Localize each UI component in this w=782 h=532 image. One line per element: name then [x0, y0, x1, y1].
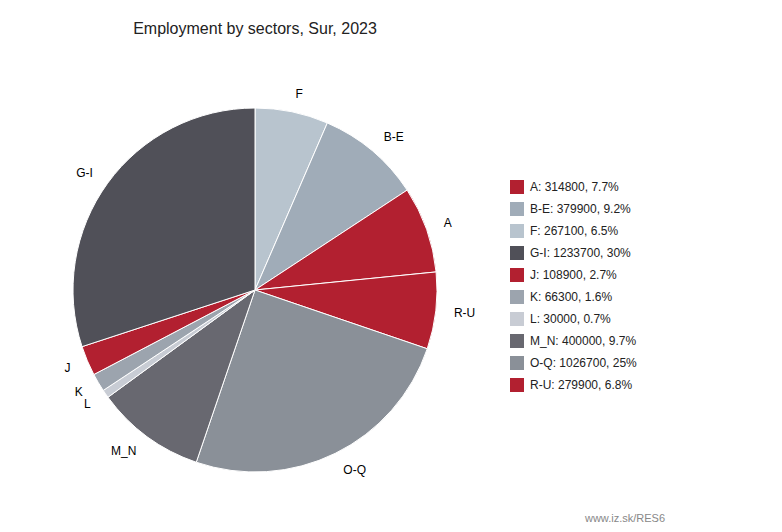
legend-item: A: 314800, 7.7% [510, 180, 619, 194]
legend-item: B-E: 379900, 9.2% [510, 202, 631, 216]
legend-swatch [510, 268, 524, 282]
legend-label: L: 30000, 0.7% [530, 312, 611, 326]
legend: A: 314800, 7.7% B-E: 379900, 9.2% F: 26710… [510, 180, 637, 392]
legend-label: R-U: 279900, 6.8% [530, 378, 632, 392]
legend-swatch [510, 224, 524, 238]
legend-label: A: 314800, 7.7% [530, 180, 619, 194]
legend-item: F: 267100, 6.5% [510, 224, 618, 238]
legend-label: M_N: 400000, 9.7% [530, 334, 636, 348]
legend-item: M_N: 400000, 9.7% [510, 334, 636, 348]
legend-label: K: 66300, 1.6% [530, 290, 612, 304]
legend-label: G-I: 1233700, 30% [530, 246, 631, 260]
slice-label: J [65, 361, 71, 375]
slice-labels: F B-E A R-U O-Q M_N LKJ G-I [65, 87, 476, 477]
slice-label: K [75, 385, 83, 399]
slice [73, 108, 255, 347]
slice-label: M_N [111, 444, 136, 458]
title: Employment by sectors, Sur, 2023 [133, 20, 377, 37]
legend-swatch [510, 378, 524, 392]
legend-item: K: 66300, 1.6% [510, 290, 612, 304]
slice-label: B-E [384, 130, 404, 144]
pie [73, 108, 437, 472]
slice-label: L [84, 397, 91, 411]
legend-swatch [510, 180, 524, 194]
legend-label: O-Q: 1026700, 25% [530, 356, 637, 370]
legend-swatch [510, 246, 524, 260]
legend-item: L: 30000, 0.7% [510, 312, 611, 326]
watermark: www.iz.sk/RES6 [584, 512, 665, 524]
legend-swatch [510, 202, 524, 216]
legend-item: J: 108900, 2.7% [510, 268, 617, 282]
slice-label: R-U [454, 306, 475, 320]
slice-label: O-Q [343, 463, 366, 477]
legend-swatch [510, 290, 524, 304]
slice-label: G-I [76, 166, 93, 180]
legend-item: R-U: 279900, 6.8% [510, 378, 632, 392]
legend-label: J: 108900, 2.7% [530, 268, 617, 282]
slice-label: A [444, 216, 452, 230]
legend-swatch [510, 334, 524, 348]
slice-label: F [296, 87, 303, 101]
legend-item: O-Q: 1026700, 25% [510, 356, 637, 370]
legend-label: B-E: 379900, 9.2% [530, 202, 631, 216]
legend-label: F: 267100, 6.5% [530, 224, 618, 238]
legend-swatch [510, 312, 524, 326]
chart: Employment by sectors, Sur, 2023 F B-E A R-U… [0, 0, 782, 532]
legend-swatch [510, 356, 524, 370]
legend-item: G-I: 1233700, 30% [510, 246, 631, 260]
